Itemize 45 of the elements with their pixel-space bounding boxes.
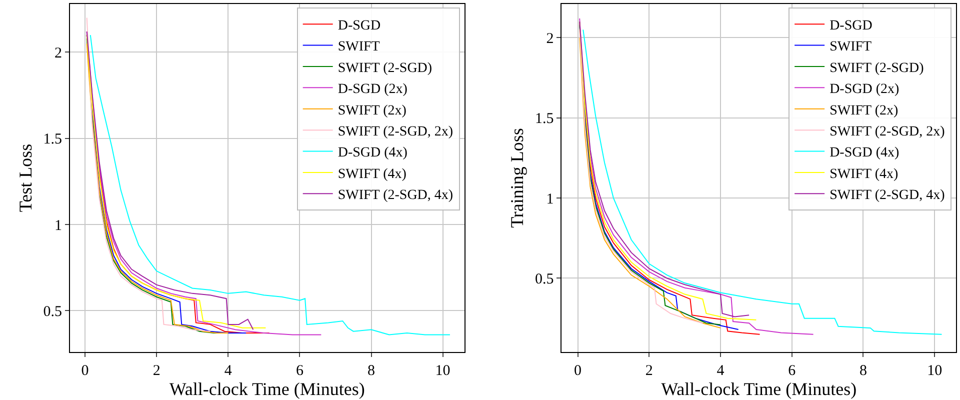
- x-axis-title: Wall-clock Time (Minutes): [169, 379, 365, 400]
- line-series: [582, 29, 942, 335]
- y-tick-label: 1.5: [534, 111, 554, 128]
- legend-label: SWIFT (2-SGD, 2x): [830, 124, 946, 140]
- legend-label: SWIFT (2-SGD, 2x): [338, 124, 454, 140]
- legend-label: SWIFT (2x): [338, 103, 407, 118]
- y-tick-label: 1: [546, 191, 554, 208]
- legend-label: SWIFT (2x): [830, 103, 898, 118]
- x-tick-label: 0: [81, 363, 89, 379]
- x-tick-label: 0: [574, 363, 582, 379]
- x-axis-title: Wall-clock Time (Minutes): [661, 379, 857, 400]
- y-tick-label: 1: [54, 218, 62, 234]
- legend-label: SWIFT (2-SGD): [338, 60, 432, 76]
- y-tick-label: 0.5: [534, 271, 554, 288]
- legend-label: D-SGD (2x): [338, 82, 408, 98]
- x-tick-label: 4: [224, 363, 232, 379]
- legend-label: D-SGD (2x): [830, 82, 900, 98]
- y-tick-label: 2: [54, 45, 62, 62]
- legend-label: SWIFT (4x): [338, 166, 407, 182]
- legend-label: SWIFT (2-SGD): [830, 60, 924, 76]
- x-tick-label: 4: [716, 363, 725, 379]
- legend-label: SWIFT (2-SGD, 4x): [830, 188, 946, 204]
- x-tick-label: 6: [788, 363, 796, 379]
- legend-label: D-SGD (4x): [338, 146, 408, 161]
- line-series: [86, 17, 211, 332]
- y-axis-title: Training Loss: [507, 128, 528, 228]
- x-tick-label: 6: [296, 363, 304, 379]
- legend-label: SWIFT: [338, 40, 380, 55]
- y-axis-title: Test Loss: [15, 144, 36, 212]
- x-tick-label: 8: [368, 363, 375, 379]
- x-tick-label: 10: [435, 363, 450, 379]
- line-series: [90, 34, 450, 336]
- y-tick-label: 1.5: [43, 132, 62, 148]
- x-tick-label: 10: [927, 363, 942, 379]
- legend-label: SWIFT: [830, 40, 872, 55]
- legend-label: D-SGD: [338, 18, 381, 34]
- x-tick-label: 2: [152, 363, 160, 379]
- y-tick-label: 2: [546, 30, 554, 47]
- y-tick-label: 0.5: [43, 304, 62, 320]
- legend-label: SWIFT (2-SGD, 4x): [338, 188, 454, 204]
- x-tick-label: 2: [645, 363, 653, 379]
- x-tick-label: 8: [859, 363, 867, 379]
- legend-label: D-SGD (4x): [830, 146, 900, 161]
- legend-label: D-SGD: [830, 18, 872, 34]
- legend-label: SWIFT (4x): [830, 166, 898, 182]
